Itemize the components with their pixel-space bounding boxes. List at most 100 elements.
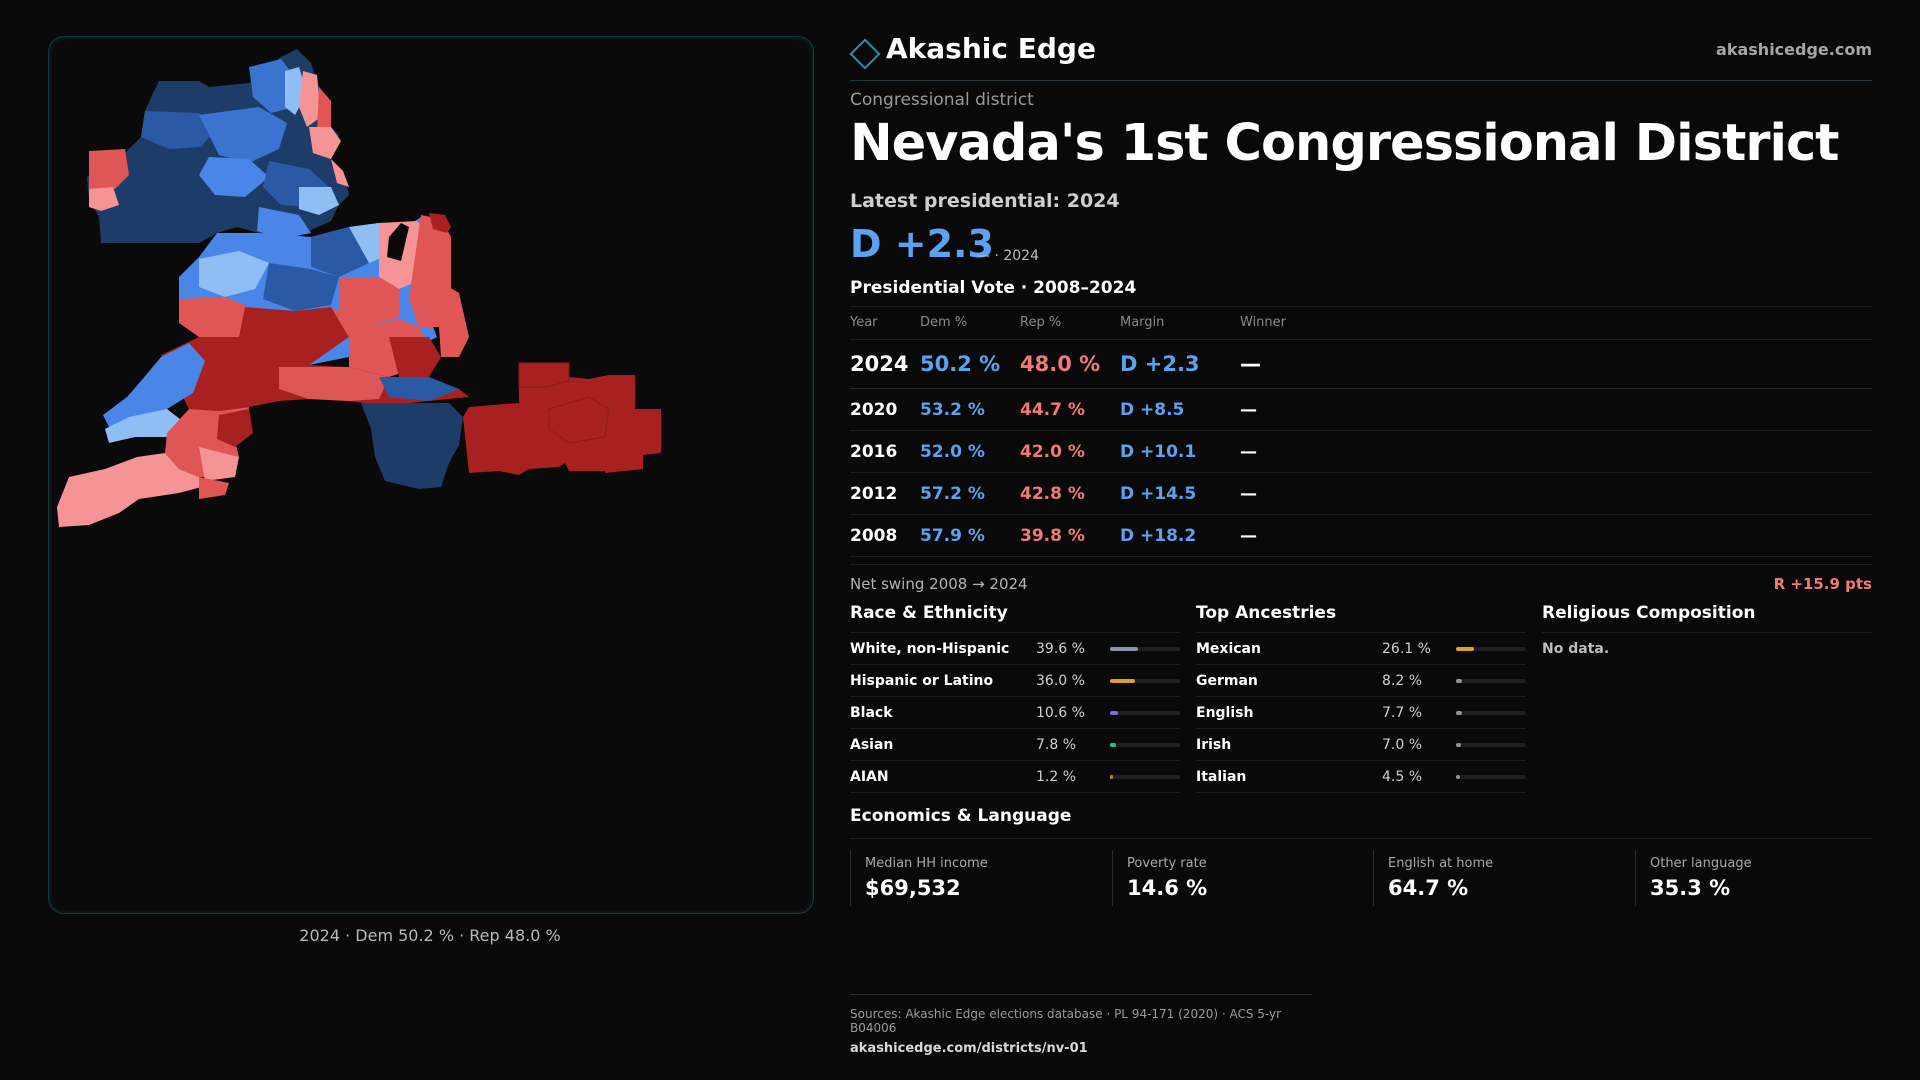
stat-row: Mexican 26.1 % <box>1196 633 1526 665</box>
row-rep: 44.7 % <box>1020 400 1085 420</box>
race-ethnicity-section: Race & Ethnicity White, non-Hispanic 39.6… <box>850 600 1180 793</box>
stat-percent: 1.2 % <box>1036 769 1077 785</box>
row-rep: 42.8 % <box>1020 484 1085 504</box>
sources-text: Sources: Akashic Edge elections database… <box>850 1007 1282 1035</box>
stat-name: German <box>1196 673 1258 689</box>
row-year: 2016 <box>850 442 898 462</box>
stat-name: Asian <box>850 737 894 753</box>
stat-percent: 7.0 % <box>1382 737 1423 753</box>
stat-row: English 7.7 % <box>1196 697 1526 729</box>
stat-bar <box>1456 647 1526 651</box>
econ-value: 35.3 % <box>1650 876 1731 900</box>
stat-percent: 10.6 % <box>1036 705 1085 721</box>
stat-bar <box>1110 743 1180 747</box>
brand-bar: Akashic Edge akashicedge.com <box>849 32 1872 81</box>
econ-value: $69,532 <box>865 876 961 900</box>
precinct <box>239 307 349 365</box>
stat-bar-fill <box>1456 679 1462 683</box>
stat-bar <box>1110 711 1180 715</box>
section-title: Top Ancestries <box>1196 600 1526 633</box>
race-list: White, non-Hispanic 39.6 % Hispanic or Lat… <box>850 633 1180 793</box>
precinct <box>199 477 229 499</box>
stat-percent: 4.5 % <box>1382 769 1423 785</box>
econ-card-other-language: Other language 35.3 % <box>1635 850 1876 906</box>
row-dem: 52.0 % <box>920 442 985 462</box>
row-winner: — <box>1240 484 1257 504</box>
econ-label: English at home <box>1388 856 1494 871</box>
latest-margin: D +2.3 <box>850 222 994 266</box>
net-swing: Net swing 2008 → 2024 R +15.9 pts <box>850 564 1872 595</box>
precinct <box>429 213 451 233</box>
stat-row: AIAN 1.2 % <box>850 761 1180 793</box>
column-header-margin: Margin <box>1120 315 1165 330</box>
econ-label: Poverty rate <box>1127 856 1207 871</box>
latest-margin-note: — · 2024 <box>976 248 1039 264</box>
net-swing-label: Net swing 2008 → 2024 <box>850 575 1028 593</box>
precinct <box>257 207 311 239</box>
stat-percent: 7.7 % <box>1382 705 1423 721</box>
stat-bar <box>1456 743 1526 747</box>
precinct <box>317 87 331 133</box>
precinct <box>249 59 295 113</box>
stat-bar-fill <box>1110 711 1118 715</box>
row-dem: 57.9 % <box>920 526 985 546</box>
stat-percent: 36.0 % <box>1036 673 1085 689</box>
diamond-logo-icon <box>849 38 881 70</box>
stat-bar <box>1110 775 1180 779</box>
precinct <box>105 409 185 443</box>
table-header: Year Dem % Rep % Margin Winner <box>850 307 1872 340</box>
section-title: Economics & Language <box>850 806 1872 839</box>
footer: Sources: Akashic Edge elections database… <box>850 994 1312 1056</box>
econ-card-english: English at home 64.7 % <box>1373 850 1614 906</box>
map-caption: 2024 · Dem 50.2 % · Rep 48.0 % <box>299 926 561 945</box>
precinct <box>57 453 209 527</box>
district-link[interactable]: akashicedge.com/districts/nv-01 <box>850 1041 1088 1056</box>
stat-bar <box>1110 647 1180 651</box>
stat-bar-fill <box>1110 743 1116 747</box>
stat-name: Italian <box>1196 769 1247 785</box>
ancestries-section: Top Ancestries Mexican 26.1 % German 8.2 % E… <box>1196 600 1526 793</box>
brand-url[interactable]: akashicedge.com <box>1716 40 1872 59</box>
table-row: 2020 53.2 % 44.7 % D +8.5 — <box>850 389 1872 431</box>
econ-label: Median HH income <box>865 856 988 871</box>
row-winner: — <box>1240 352 1261 376</box>
page-title: Nevada's 1st Congressional District <box>850 114 1840 173</box>
religion-section: Religious Composition No data. <box>1542 600 1872 657</box>
stat-name: White, non-Hispanic <box>850 641 1010 657</box>
row-rep: 42.0 % <box>1020 442 1085 462</box>
stat-name: AIAN <box>850 769 889 785</box>
row-margin: D +18.2 <box>1120 526 1197 546</box>
brand-name[interactable]: Akashic Edge <box>886 32 1096 65</box>
table-row: 2008 57.9 % 39.8 % D +18.2 — <box>850 515 1872 557</box>
stat-row: White, non-Hispanic 39.6 % <box>850 633 1180 665</box>
stat-percent: 7.8 % <box>1036 737 1077 753</box>
precinct <box>309 127 341 159</box>
econ-label: Other language <box>1650 856 1752 871</box>
row-margin: D +2.3 <box>1120 352 1200 376</box>
precinct <box>339 277 399 327</box>
row-dem: 53.2 % <box>920 400 985 420</box>
stat-row: Hispanic or Latino 36.0 % <box>850 665 1180 697</box>
row-year: 2020 <box>850 400 898 420</box>
table-row: 2012 57.2 % 42.8 % D +14.5 — <box>850 473 1872 515</box>
row-margin: D +14.5 <box>1120 484 1197 504</box>
stat-row: Asian 7.8 % <box>850 729 1180 761</box>
presidential-vote-table: Year Dem % Rep % Margin Winner 2024 50.2… <box>850 306 1872 557</box>
row-margin: D +10.1 <box>1120 442 1197 462</box>
econ-value: 14.6 % <box>1127 876 1208 900</box>
net-swing-value: R +15.9 pts <box>1773 575 1872 593</box>
precinct <box>141 111 219 149</box>
row-dem: 57.2 % <box>920 484 985 504</box>
stat-name: Hispanic or Latino <box>850 673 994 689</box>
precinct <box>361 403 463 489</box>
stat-name: Black <box>850 705 893 721</box>
precinct-map <box>57 49 661 527</box>
row-year: 2012 <box>850 484 898 504</box>
column-header-year: Year <box>850 315 878 330</box>
section-title: Race & Ethnicity <box>850 600 1180 633</box>
district-map[interactable] <box>48 36 814 914</box>
stat-bar <box>1456 775 1526 779</box>
precinct <box>331 159 349 187</box>
precinct <box>217 409 253 447</box>
precinct <box>199 251 269 297</box>
